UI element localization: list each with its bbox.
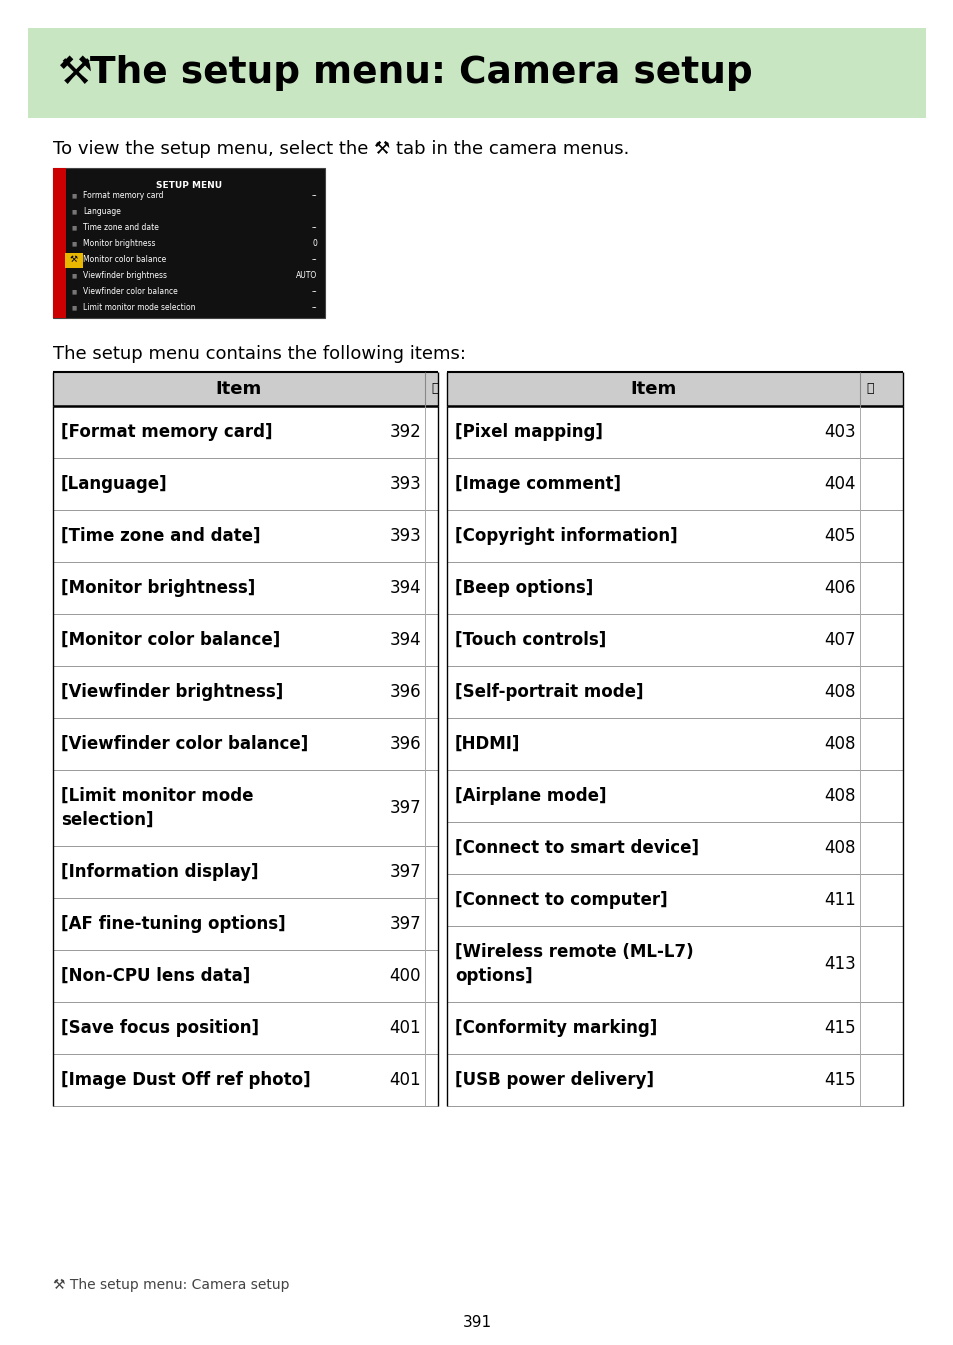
- Text: 394: 394: [389, 578, 420, 597]
- Text: 392: 392: [389, 422, 420, 441]
- Text: 403: 403: [823, 422, 855, 441]
- Text: [USB power delivery]: [USB power delivery]: [455, 1071, 654, 1089]
- Text: 408: 408: [823, 734, 855, 753]
- Text: Format memory card: Format memory card: [83, 191, 163, 200]
- Text: [Connect to smart device]: [Connect to smart device]: [455, 839, 699, 857]
- Text: [Image Dust Off ref photo]: [Image Dust Off ref photo]: [61, 1071, 311, 1089]
- Text: ⚒ The setup menu: Camera setup: ⚒ The setup menu: Camera setup: [53, 1278, 289, 1293]
- Text: [Information display]: [Information display]: [61, 863, 258, 881]
- Text: ■: ■: [71, 305, 76, 311]
- Text: 397: 397: [389, 799, 420, 816]
- Text: [Language]: [Language]: [61, 475, 168, 494]
- Text: 415: 415: [823, 1020, 855, 1037]
- Text: [Viewfinder color balance]: [Viewfinder color balance]: [61, 734, 308, 753]
- Text: --: --: [312, 256, 316, 265]
- Text: 405: 405: [823, 527, 855, 545]
- Text: [Save focus position]: [Save focus position]: [61, 1020, 258, 1037]
- Bar: [447, 373, 902, 406]
- Text: --: --: [312, 304, 316, 312]
- Text: 397: 397: [389, 915, 420, 933]
- Text: [Image comment]: [Image comment]: [455, 475, 620, 494]
- Text: Viewfinder color balance: Viewfinder color balance: [83, 288, 177, 296]
- Text: 📖: 📖: [431, 382, 438, 395]
- Text: Monitor color balance: Monitor color balance: [83, 256, 166, 265]
- Text: ⚒: ⚒: [58, 54, 92, 91]
- Text: 415: 415: [823, 1071, 855, 1089]
- Text: ■: ■: [71, 289, 76, 295]
- Text: To view the setup menu, select the ⚒ tab in the camera menus.: To view the setup menu, select the ⚒ tab…: [53, 140, 629, 157]
- Text: ⚒: ⚒: [70, 256, 78, 265]
- Text: [Limit monitor mode: [Limit monitor mode: [61, 787, 253, 806]
- Bar: [65, 253, 83, 268]
- Text: ■: ■: [71, 226, 76, 230]
- Text: Item: Item: [630, 381, 676, 398]
- Text: 📖: 📖: [865, 382, 873, 395]
- Text: --: --: [312, 288, 316, 296]
- Text: 406: 406: [823, 578, 855, 597]
- Text: 404: 404: [823, 475, 855, 494]
- Text: Viewfinder brightness: Viewfinder brightness: [83, 272, 167, 281]
- Bar: [53, 373, 437, 406]
- Text: ■: ■: [71, 194, 76, 199]
- Text: 401: 401: [389, 1020, 420, 1037]
- Text: options]: options]: [455, 967, 532, 985]
- Text: [Viewfinder brightness]: [Viewfinder brightness]: [61, 683, 283, 701]
- Text: 408: 408: [823, 683, 855, 701]
- Text: 411: 411: [823, 890, 855, 909]
- Text: 413: 413: [823, 955, 855, 972]
- Bar: [53, 168, 66, 317]
- Text: [Copyright information]: [Copyright information]: [455, 527, 677, 545]
- Text: [Non-CPU lens data]: [Non-CPU lens data]: [61, 967, 250, 985]
- Text: --: --: [312, 191, 316, 200]
- Text: 396: 396: [389, 683, 420, 701]
- Text: Monitor brightness: Monitor brightness: [83, 239, 155, 249]
- Text: 408: 408: [823, 839, 855, 857]
- Text: 407: 407: [823, 631, 855, 650]
- Text: 393: 393: [389, 527, 420, 545]
- Text: 391: 391: [462, 1315, 491, 1330]
- Text: The setup menu contains the following items:: The setup menu contains the following it…: [53, 346, 465, 363]
- Text: ■: ■: [71, 210, 76, 214]
- Text: AUTO: AUTO: [295, 272, 316, 281]
- Text: [Connect to computer]: [Connect to computer]: [455, 890, 667, 909]
- Text: [AF fine-tuning options]: [AF fine-tuning options]: [61, 915, 285, 933]
- Text: [Airplane mode]: [Airplane mode]: [455, 787, 606, 806]
- Text: 397: 397: [389, 863, 420, 881]
- Text: [Monitor brightness]: [Monitor brightness]: [61, 578, 255, 597]
- Bar: [53, 168, 325, 317]
- Text: SETUP MENU: SETUP MENU: [155, 182, 222, 190]
- Text: [Beep options]: [Beep options]: [455, 578, 593, 597]
- Text: 396: 396: [389, 734, 420, 753]
- Text: 0: 0: [312, 239, 316, 249]
- Text: Limit monitor mode selection: Limit monitor mode selection: [83, 304, 195, 312]
- Text: [Format memory card]: [Format memory card]: [61, 422, 273, 441]
- Text: [Touch controls]: [Touch controls]: [455, 631, 605, 650]
- Text: selection]: selection]: [61, 811, 153, 829]
- Text: [HDMI]: [HDMI]: [455, 734, 519, 753]
- Text: Time zone and date: Time zone and date: [83, 223, 159, 233]
- Text: --: --: [312, 223, 316, 233]
- Text: [Wireless remote (ML-L7): [Wireless remote (ML-L7): [455, 943, 693, 960]
- Text: 393: 393: [389, 475, 420, 494]
- Text: ■: ■: [71, 273, 76, 278]
- Text: [Time zone and date]: [Time zone and date]: [61, 527, 260, 545]
- Text: The setup menu: Camera setup: The setup menu: Camera setup: [90, 55, 752, 91]
- Text: [Self-portrait mode]: [Self-portrait mode]: [455, 683, 643, 701]
- Text: [Pixel mapping]: [Pixel mapping]: [455, 422, 602, 441]
- Text: 394: 394: [389, 631, 420, 650]
- Text: [Conformity marking]: [Conformity marking]: [455, 1020, 657, 1037]
- Text: Item: Item: [215, 381, 262, 398]
- Text: [Monitor color balance]: [Monitor color balance]: [61, 631, 280, 650]
- Text: ■: ■: [71, 242, 76, 246]
- Text: Language: Language: [83, 207, 121, 217]
- Text: 401: 401: [389, 1071, 420, 1089]
- Text: 400: 400: [389, 967, 420, 985]
- Bar: [28, 28, 925, 118]
- Text: 408: 408: [823, 787, 855, 806]
